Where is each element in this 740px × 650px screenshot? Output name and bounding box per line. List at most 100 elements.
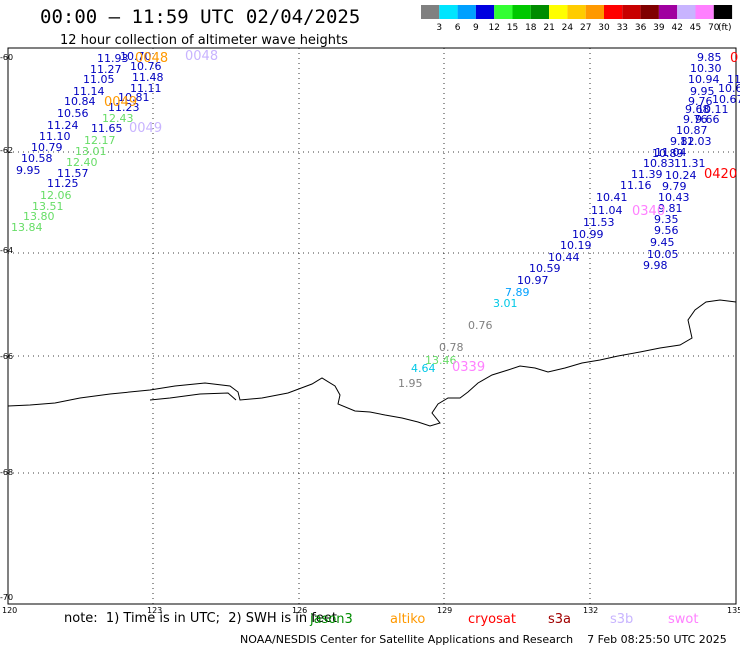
scale-label: 33 <box>617 23 628 33</box>
wave-height-label: 10.99 <box>572 228 604 241</box>
wave-height-label: 13.80 <box>23 210 55 223</box>
wave-height-label: 10.79 <box>31 141 63 154</box>
scale-swatch <box>567 5 586 19</box>
wave-height-label: 10.41 <box>596 191 628 204</box>
scale-swatch <box>640 5 659 19</box>
lon-tick-label: 120 <box>2 606 17 615</box>
pass-time-label: 0339 <box>452 360 485 375</box>
footnote: note: 1) Time is in UTC; 2) SWH is in fe… <box>64 611 337 626</box>
wave-height-label: 10.70 <box>120 50 152 63</box>
scale-swatch <box>439 5 458 19</box>
wave-height-label: 12.06 <box>40 189 72 202</box>
wave-height-label: 11.10 <box>39 130 71 143</box>
wave-height-label: 10.11 <box>697 103 729 116</box>
scale-swatch <box>512 5 531 19</box>
wave-height-label: 10.58 <box>21 152 53 165</box>
wave-height-label: 4.64 <box>411 362 436 375</box>
coastline <box>7 299 737 427</box>
lon-tick-label: 126 <box>292 606 307 615</box>
scale-swatch <box>494 5 513 19</box>
scale-swatch <box>658 5 678 19</box>
wave-height-label: 10.94 <box>688 73 720 86</box>
wave-height-label: 13.84 <box>11 221 43 234</box>
wave-height-label: 1.95 <box>398 377 423 390</box>
scale-label: 6 <box>455 23 461 33</box>
wave-height-label: 10.6 <box>718 82 740 95</box>
wave-height-label: 9.81 <box>658 202 683 215</box>
scale-swatch <box>530 5 550 19</box>
wave-height-label: 11.03 <box>680 135 712 148</box>
wave-height-label: 9.95 <box>690 85 715 98</box>
lon-tick-label: 135 <box>727 606 740 615</box>
wave-height-label: 10.19 <box>560 239 592 252</box>
wave-height-label: 0.78 <box>439 341 464 354</box>
coastline-inner <box>149 392 237 401</box>
pass-time-label: 0 <box>730 51 738 66</box>
lat-tick-label: -62 <box>0 146 13 155</box>
scale-label: 9 <box>473 23 479 33</box>
scale-label: 15 <box>507 23 518 33</box>
wave-height-label: 11.31 <box>674 157 706 170</box>
lat-tick-labels: -60 -62 -64 -66 -68 -70 <box>0 53 13 602</box>
wave-height-label: 10.43 <box>658 191 690 204</box>
scale-swatch <box>475 5 495 19</box>
wave-height-label: 10.24 <box>665 169 697 182</box>
scale-label: 42 <box>671 23 682 33</box>
wave-height-label: 10.59 <box>529 262 561 275</box>
wave-height-label: 10.87 <box>676 124 708 137</box>
wave-height-label: 10.81 <box>118 91 150 104</box>
satellite-legend-item: swot <box>668 612 699 627</box>
wave-height-label: 10.30 <box>690 62 722 75</box>
satellite-legend-item: s3a <box>548 612 572 627</box>
wave-height-label: 9.79 <box>662 180 687 193</box>
wave-height-label: 11.23 <box>108 101 140 114</box>
lat-tick-label: -64 <box>0 246 13 255</box>
wave-height-label: 11.04 <box>655 146 687 159</box>
scale-label: 21 <box>543 23 554 33</box>
wave-height-label: 11.27 <box>90 63 122 76</box>
wave-height-label: 11.14 <box>73 85 105 98</box>
wave-height-label: 11.57 <box>57 167 89 180</box>
wave-height-label: 13.01 <box>75 145 107 158</box>
lon-tick-labels: 120 123 126 129 132 135 <box>2 606 740 615</box>
wave-height-label: 10.83 <box>643 157 675 170</box>
scale-swatch <box>457 5 476 19</box>
satellite-legend-item: s3b <box>610 612 634 627</box>
wave-height-label: 9.66 <box>695 113 720 126</box>
wave-height-label: 10.76 <box>130 60 162 73</box>
lon-tick-label: 123 <box>147 606 162 615</box>
wave-height-label: 9.76 <box>683 113 708 126</box>
wave-height-label: 11.05 <box>83 73 115 86</box>
pass-time-label: 0049 <box>104 95 137 110</box>
scale-label: 70 <box>708 23 720 33</box>
pass-time-label: 0420 <box>704 167 737 182</box>
page-subtitle: 12 hour collection of altimeter wave hei… <box>60 33 348 48</box>
lat-tick-label: -70 <box>0 593 13 602</box>
credit-line: NOAA/NESDIS Center for Satellite Applica… <box>240 633 727 646</box>
scale-label: 27 <box>580 23 591 33</box>
scale-unit: (ft) <box>718 23 732 33</box>
wave-height-label: 12.43 <box>102 112 134 125</box>
wave-height-label: 11 <box>727 73 740 86</box>
lat-tick-label: -68 <box>0 468 13 477</box>
wave-height-label: 11.25 <box>47 177 79 190</box>
wave-height-label: 9.35 <box>654 213 679 226</box>
scale-label: 36 <box>635 23 647 33</box>
scale-swatch <box>695 5 714 19</box>
wave-height-label: 11.65 <box>91 122 123 135</box>
wave-height-label: 13.46 <box>425 354 457 367</box>
pass-time-label: 0048 <box>185 49 218 64</box>
wave-height-label: 10.56 <box>57 107 89 120</box>
wave-height-label: 12.17 <box>84 134 116 147</box>
wave-height-label: 11.39 <box>631 168 663 181</box>
wave-height-label: 11.24 <box>47 119 79 132</box>
wave-height-label: 11.11 <box>130 82 162 95</box>
wave-height-label: 3.01 <box>493 297 518 310</box>
pass-time-label: 0340 <box>632 204 665 219</box>
lat-tick-label: -66 <box>0 352 13 361</box>
scale-swatch <box>604 5 623 19</box>
scale-label: 18 <box>525 23 537 33</box>
scale-label: 45 <box>690 23 701 33</box>
lon-tick-label: 132 <box>583 606 598 615</box>
